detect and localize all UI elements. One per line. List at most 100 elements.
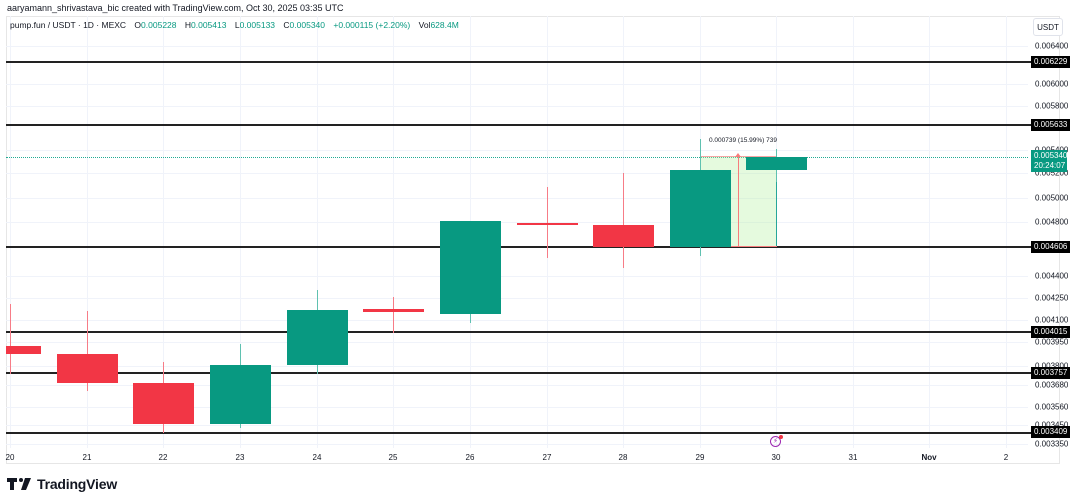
price-tick: 0.004100	[1035, 315, 1069, 325]
close-value: 0.005340	[289, 20, 325, 30]
level-tick	[1028, 331, 1032, 333]
low-value: 0.005133	[239, 20, 276, 30]
candle-wick	[393, 297, 394, 333]
price-tick: 0.004800	[1035, 217, 1069, 227]
candle-oct-20[interactable]	[6, 346, 41, 354]
grid-line	[6, 407, 1028, 408]
price-tick: 0.003450	[1035, 420, 1069, 430]
level-line-0.003409[interactable]	[6, 432, 1028, 434]
candle-oct-25[interactable]	[363, 309, 424, 312]
high-value: 0.005413	[191, 20, 227, 30]
candle-oct-30[interactable]	[746, 157, 807, 170]
time-tick: 30	[771, 453, 781, 462]
price-tick: 0.004250	[1035, 293, 1069, 303]
tradingview-logo-icon	[7, 478, 31, 490]
tradingview-logo: TradingView	[7, 476, 117, 492]
level-tick	[1028, 372, 1032, 374]
time-tick: 29	[695, 453, 705, 462]
price-tick: 0.004400	[1035, 271, 1069, 281]
level-line-0.005633[interactable]	[6, 124, 1028, 126]
candle-oct-24[interactable]	[287, 310, 348, 365]
attribution-text: aaryamann_shrivastava_bic created with T…	[7, 3, 344, 13]
price-tick: 0.006000	[1035, 79, 1069, 89]
time-tick: 21	[82, 453, 92, 462]
grid-line	[6, 276, 1028, 277]
candle-wick	[547, 187, 548, 258]
candle-oct-28[interactable]	[593, 225, 654, 247]
candle-wick	[10, 304, 11, 374]
grid-line	[240, 16, 241, 448]
level-line-0.004606[interactable]	[6, 246, 1028, 248]
grid-line	[6, 173, 1028, 174]
candle-oct-21[interactable]	[57, 354, 118, 383]
grid-line	[6, 106, 1028, 107]
current-price-tag: 0.005340 20:24:07	[1031, 150, 1067, 172]
price-tick: 0.005000	[1035, 193, 1069, 203]
price-tick: 0.005800	[1035, 101, 1069, 111]
candle-oct-23[interactable]	[210, 365, 271, 424]
grid-line	[6, 198, 1028, 199]
ohlc-legend: pump.fun / USDT · 1D · MEXC O0.005228 H0…	[10, 20, 459, 30]
arrow-up-icon	[735, 153, 741, 157]
price-tick: 0.003560	[1035, 402, 1069, 412]
brand-name: TradingView	[37, 476, 118, 492]
open-label: O	[134, 20, 142, 30]
grid-line	[393, 16, 394, 448]
candle-oct-29[interactable]	[670, 170, 731, 247]
grid-line	[6, 84, 1028, 85]
grid-line	[1006, 16, 1007, 448]
symbol-title[interactable]: pump.fun / USDT · 1D · MEXC	[10, 20, 127, 30]
event-notification-dot	[779, 435, 783, 439]
current-price-value: 0.005340	[1034, 151, 1068, 160]
price-range-measure-line	[738, 157, 739, 246]
level-line-0.006229[interactable]	[6, 61, 1028, 63]
current-price-line	[6, 157, 1028, 158]
grid-line	[6, 366, 1028, 367]
price-range-label: 0.000739 (15.99%) 739	[709, 137, 777, 144]
time-tick-month: Nov	[921, 453, 937, 462]
chart-plot-area[interactable]: 0.000739 (15.99%) 739	[6, 16, 1028, 464]
grid-line	[10, 16, 11, 448]
level-tag-0.003757: 0.003757	[1031, 367, 1071, 379]
time-tick: 22	[158, 453, 168, 462]
level-line-0.004015[interactable]	[6, 331, 1028, 333]
grid-line	[6, 298, 1028, 299]
volume-value: 628.4M	[430, 20, 459, 30]
grid-line	[6, 342, 1028, 343]
chart-frame	[6, 16, 1060, 464]
level-tick	[1028, 124, 1032, 126]
level-tag-0.004015: 0.004015	[1031, 326, 1071, 338]
close-label: C	[283, 20, 290, 30]
time-tick: 26	[465, 453, 475, 462]
level-tag-0.003409: 0.003409	[1031, 426, 1071, 438]
grid-line	[6, 222, 1028, 223]
grid-line	[6, 320, 1028, 321]
currency-unit-button[interactable]: USDT	[1033, 18, 1063, 36]
price-range-bottom	[700, 246, 777, 247]
time-tick: 25	[388, 453, 398, 462]
grid-line	[163, 16, 164, 448]
grid-line	[853, 16, 854, 448]
candle-oct-26[interactable]	[440, 221, 501, 314]
level-tick	[1028, 61, 1032, 63]
grid-line	[87, 16, 88, 448]
grid-line	[6, 46, 1028, 47]
time-tick: 2	[1003, 453, 1009, 462]
grid-line	[6, 425, 1028, 426]
grid-line	[6, 444, 1028, 445]
candle-wick	[87, 311, 88, 391]
grid-line	[317, 16, 318, 448]
candle-oct-22[interactable]	[133, 383, 194, 424]
level-tag-0.004606: 0.004606	[1031, 241, 1071, 253]
lightning-event-icon[interactable]: ⚡	[770, 436, 781, 447]
level-line-0.003757[interactable]	[6, 372, 1028, 374]
high-label: H	[184, 20, 192, 30]
candle-wick	[623, 173, 624, 268]
candle-oct-27[interactable]	[517, 223, 578, 225]
bar-countdown: 20:24:07	[1034, 161, 1066, 170]
level-tick	[1028, 246, 1032, 248]
volume-label: Vol	[418, 20, 431, 30]
time-tick: 28	[618, 453, 628, 462]
time-tick: 23	[235, 453, 245, 462]
change-value: +0.000115 (+2.20%)	[333, 20, 411, 30]
